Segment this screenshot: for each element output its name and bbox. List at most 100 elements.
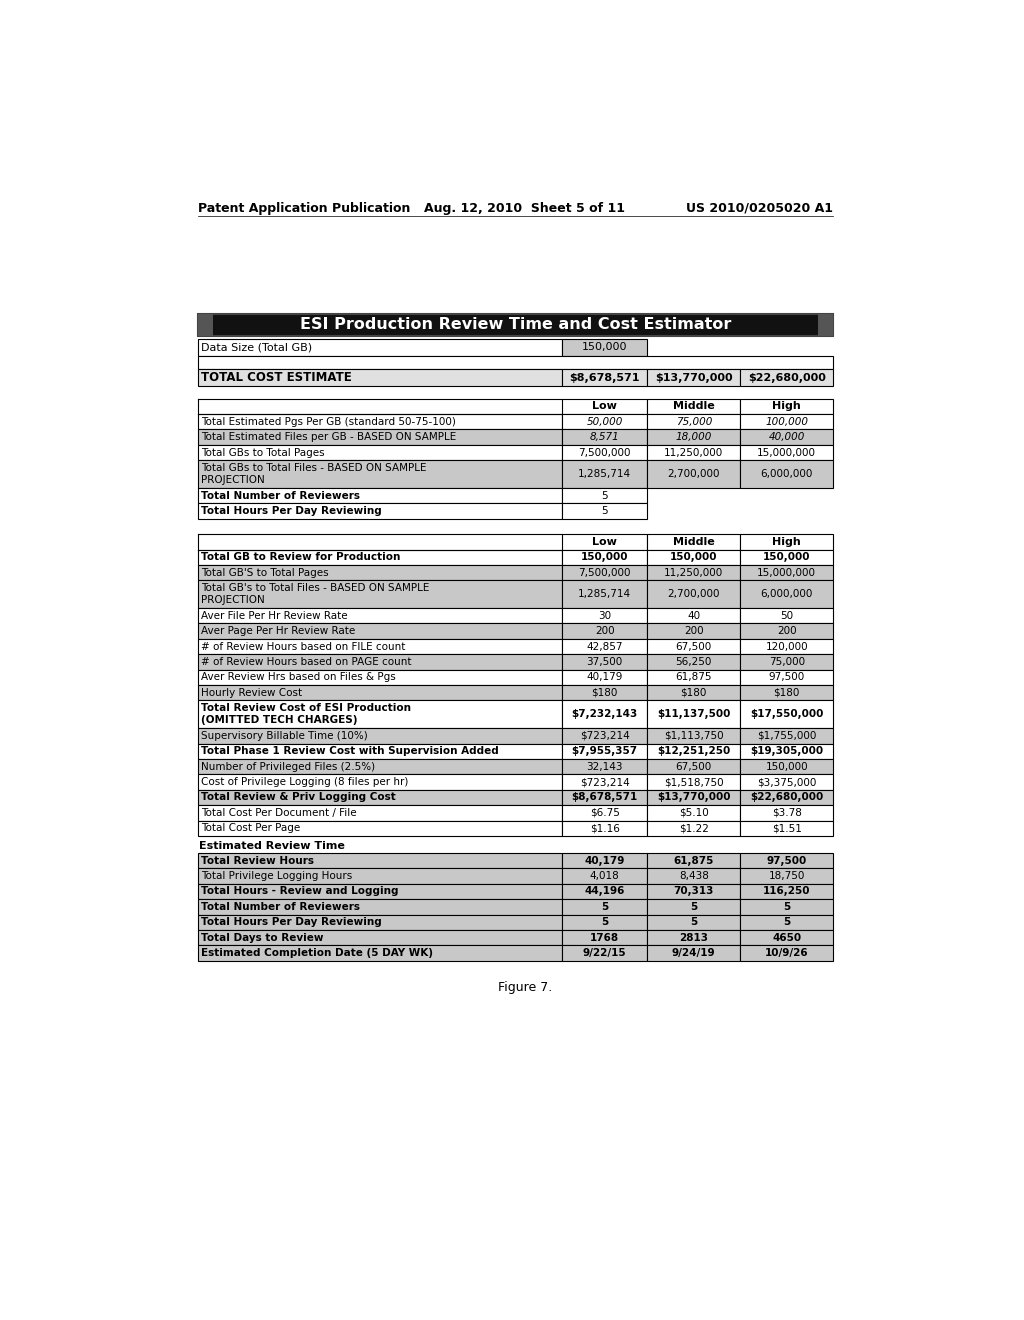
- Bar: [562, 669, 647, 685]
- Text: $1,755,000: $1,755,000: [757, 731, 816, 741]
- Text: $3,375,000: $3,375,000: [757, 777, 816, 787]
- Text: $6.75: $6.75: [590, 808, 620, 818]
- Text: 70,313: 70,313: [674, 887, 714, 896]
- Bar: [198, 314, 834, 335]
- Text: Total Number of Reviewers: Total Number of Reviewers: [201, 902, 359, 912]
- Bar: [740, 669, 834, 685]
- Bar: [562, 609, 647, 623]
- Bar: [647, 549, 740, 565]
- Text: $22,680,000: $22,680,000: [748, 372, 825, 383]
- Text: 6,000,000: 6,000,000: [761, 589, 813, 599]
- Bar: [198, 609, 562, 623]
- Text: Total Review & Priv Logging Cost: Total Review & Priv Logging Cost: [201, 792, 395, 803]
- Bar: [198, 729, 562, 743]
- Text: 11,250,000: 11,250,000: [665, 568, 723, 578]
- Text: 2,700,000: 2,700,000: [668, 469, 720, 479]
- Text: 2813: 2813: [679, 933, 709, 942]
- Text: 50,000: 50,000: [587, 417, 623, 426]
- Bar: [198, 853, 562, 869]
- Text: $19,305,000: $19,305,000: [751, 746, 823, 756]
- Text: 5: 5: [601, 506, 608, 516]
- Text: $22,680,000: $22,680,000: [751, 792, 823, 803]
- Bar: [562, 414, 647, 429]
- Bar: [562, 929, 647, 945]
- Text: Total Review Cost of ESI Production: Total Review Cost of ESI Production: [201, 704, 411, 713]
- Bar: [740, 929, 834, 945]
- Text: 11,250,000: 11,250,000: [665, 447, 723, 458]
- Bar: [740, 821, 834, 836]
- Bar: [740, 549, 834, 565]
- Bar: [562, 565, 647, 581]
- Text: Total GB's to Total Files - BASED ON SAMPLE: Total GB's to Total Files - BASED ON SAM…: [201, 583, 429, 593]
- Text: 18,750: 18,750: [769, 871, 805, 880]
- Bar: [647, 701, 740, 729]
- Bar: [562, 503, 647, 519]
- Text: US 2010/0205020 A1: US 2010/0205020 A1: [686, 202, 834, 215]
- Bar: [647, 775, 740, 789]
- Text: Low: Low: [592, 537, 617, 546]
- Text: $13,770,000: $13,770,000: [655, 372, 732, 383]
- Text: Low: Low: [592, 401, 617, 412]
- Bar: [647, 853, 740, 869]
- Text: 97,500: 97,500: [769, 672, 805, 682]
- Bar: [740, 884, 834, 899]
- Text: Aver Review Hrs based on Files & Pgs: Aver Review Hrs based on Files & Pgs: [201, 672, 395, 682]
- Bar: [562, 399, 647, 414]
- Bar: [198, 669, 562, 685]
- Bar: [198, 488, 562, 503]
- Text: 75,000: 75,000: [769, 657, 805, 667]
- Bar: [740, 609, 834, 623]
- Text: 40: 40: [687, 611, 700, 620]
- Bar: [562, 549, 647, 565]
- Text: Aug. 12, 2010  Sheet 5 of 11: Aug. 12, 2010 Sheet 5 of 11: [424, 202, 626, 215]
- Bar: [647, 461, 740, 488]
- Bar: [562, 743, 647, 759]
- Bar: [198, 915, 562, 929]
- Bar: [562, 759, 647, 775]
- Text: 37,500: 37,500: [587, 657, 623, 667]
- Bar: [647, 565, 740, 581]
- Bar: [647, 729, 740, 743]
- Text: $1.16: $1.16: [590, 824, 620, 833]
- Bar: [198, 759, 562, 775]
- Bar: [740, 743, 834, 759]
- Bar: [562, 429, 647, 445]
- Bar: [562, 821, 647, 836]
- Bar: [198, 429, 562, 445]
- Bar: [198, 581, 562, 609]
- Text: 5: 5: [783, 902, 791, 912]
- Text: 200: 200: [777, 626, 797, 636]
- Bar: [562, 729, 647, 743]
- Text: $180: $180: [592, 688, 617, 698]
- Text: 7,500,000: 7,500,000: [579, 568, 631, 578]
- Text: 97,500: 97,500: [767, 855, 807, 866]
- Bar: [562, 639, 647, 655]
- Text: 1,285,714: 1,285,714: [579, 589, 631, 599]
- Bar: [740, 655, 834, 669]
- Text: 67,500: 67,500: [676, 762, 712, 772]
- Text: Total GBs to Total Files - BASED ON SAMPLE: Total GBs to Total Files - BASED ON SAMP…: [201, 463, 426, 473]
- Text: 1,285,714: 1,285,714: [579, 469, 631, 479]
- Text: $11,137,500: $11,137,500: [657, 709, 730, 719]
- Bar: [198, 775, 562, 789]
- Text: Total Estimated Pgs Per GB (standard 50-75-100): Total Estimated Pgs Per GB (standard 50-…: [201, 417, 456, 426]
- Text: 200: 200: [595, 626, 614, 636]
- Text: 56,250: 56,250: [676, 657, 712, 667]
- Text: High: High: [772, 401, 801, 412]
- Text: Total Cost Per Page: Total Cost Per Page: [201, 824, 300, 833]
- Bar: [562, 853, 647, 869]
- Text: High: High: [772, 537, 801, 546]
- Text: 7,500,000: 7,500,000: [579, 447, 631, 458]
- Text: Figure 7.: Figure 7.: [498, 981, 552, 994]
- Text: $7,955,357: $7,955,357: [571, 746, 638, 756]
- Text: $723,214: $723,214: [580, 731, 630, 741]
- Bar: [647, 623, 740, 639]
- Bar: [562, 685, 647, 701]
- Text: 2,700,000: 2,700,000: [668, 589, 720, 599]
- Text: 61,875: 61,875: [676, 672, 712, 682]
- Text: 5: 5: [690, 902, 697, 912]
- Bar: [562, 623, 647, 639]
- Text: 150,000: 150,000: [670, 552, 718, 562]
- Bar: [740, 623, 834, 639]
- Bar: [647, 414, 740, 429]
